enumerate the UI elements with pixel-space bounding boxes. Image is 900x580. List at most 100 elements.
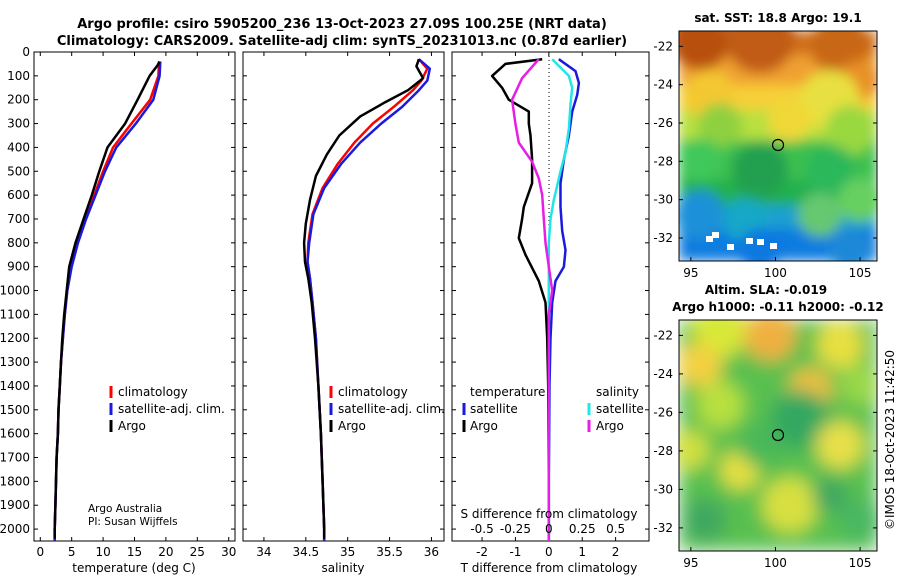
sla-patch xyxy=(683,498,727,542)
x-tick-label: 34.5 xyxy=(292,545,319,559)
series-satellite-adj-clim- xyxy=(306,58,432,541)
sla-map-frame xyxy=(678,319,878,552)
map-y-tick-label: -24 xyxy=(653,367,673,381)
map-y-tick-label: -22 xyxy=(653,39,673,53)
depth-tick-label: 500 xyxy=(7,164,30,178)
sla-patch xyxy=(770,390,830,450)
credit-line2: PI: Susan Wijffels xyxy=(88,516,178,528)
salinity-panel: 34 34.5 35 35.5 36 salinity climatology sate… xyxy=(242,51,445,575)
x-tick-label: 30 xyxy=(221,545,236,559)
sst-missing-pixel xyxy=(706,236,713,242)
depth-tick-label: 1900 xyxy=(0,498,30,512)
series-argo xyxy=(302,58,425,539)
salinity-difference-tick-label: 0.25 xyxy=(569,522,596,536)
sla-map: Altim. SLA: -0.019 Argo h1000: -0.11 h20… xyxy=(653,283,883,570)
depth-tick-label: 300 xyxy=(7,117,30,131)
salinity-difference-label: S difference from climatology xyxy=(461,507,638,521)
sst-patch xyxy=(698,103,742,147)
sla-patch xyxy=(838,498,877,542)
x-tick-label: 10 xyxy=(95,545,110,559)
series-satellite-adj-clim- xyxy=(53,61,162,541)
sst-field xyxy=(679,31,877,261)
sla-map-ticks: 95 100 105 -22 -24 -26 -28 -30 -32 xyxy=(653,328,877,570)
depth-tick-label: 0 xyxy=(22,45,30,59)
sla-patch xyxy=(812,477,848,513)
sst-map: sat. SST: 18.8 Argo: 19.1 95 100 105 -22 -24… xyxy=(653,11,878,280)
x-tick-label: -1 xyxy=(509,545,521,559)
map-x-tick-label: 100 xyxy=(764,266,787,280)
sst-patch xyxy=(805,145,855,195)
x-tick-label: 0 xyxy=(545,545,553,559)
sst-map-frame xyxy=(678,30,878,262)
sst-missing-pixel xyxy=(770,243,777,249)
legend-label-temp-satellite: satellite xyxy=(470,402,518,416)
sst-patch xyxy=(725,31,795,73)
legend-label-argo: Argo xyxy=(118,419,146,433)
depth-tick-label: 100 xyxy=(7,69,30,83)
x-tick-label: 35 xyxy=(340,545,355,559)
depth-tick-label: 1800 xyxy=(0,474,30,488)
sst-patch xyxy=(768,98,812,142)
timestamp-credit: ©IMOS 18-Oct-2023 11:42:50 xyxy=(883,350,897,530)
sla-patch xyxy=(816,321,864,369)
sst-missing-pixel xyxy=(757,239,764,245)
sla-patch xyxy=(679,430,710,470)
sla-patch xyxy=(762,477,818,533)
sla-patch xyxy=(816,421,864,469)
map-y-tick-label: -22 xyxy=(653,328,673,342)
salinity-depth-ticks xyxy=(243,51,444,530)
sla-map-title-line2: Argo h1000: -0.11 h2000: -0.12 xyxy=(672,300,883,314)
series-argo xyxy=(53,60,161,539)
temperature-legend: climatology satellite-adj. clim. Argo xyxy=(109,385,225,433)
depth-tick-label: 800 xyxy=(7,236,30,250)
depth-tick-label: 1600 xyxy=(0,427,30,441)
x-tick-label: 25 xyxy=(190,545,205,559)
legend-title-salinity: salinity xyxy=(596,385,639,399)
depth-tick-label: 200 xyxy=(7,93,30,107)
sst-patch xyxy=(828,228,872,261)
x-tick-label: -2 xyxy=(476,545,488,559)
map-y-tick-label: -28 xyxy=(653,154,673,168)
sst-missing-pixel xyxy=(746,238,753,244)
depth-tick-label: 400 xyxy=(7,140,30,154)
x-tick-label: 34 xyxy=(256,545,271,559)
salinity-difference-tick-label: -0.5 xyxy=(470,522,493,536)
salinity-legend: climatology satellite-adj. clim. Argo xyxy=(329,385,445,433)
sst-missing-pixel xyxy=(727,244,734,250)
sla-patch xyxy=(679,343,722,387)
legend-label-sal-satellite: satellite xyxy=(596,402,644,416)
salinity-axes-frame xyxy=(242,51,445,542)
x-tick-label: 2 xyxy=(612,545,620,559)
map-x-tick-label: 105 xyxy=(849,556,872,570)
x-tick-label: 0 xyxy=(36,545,44,559)
salinity-difference-tick-label: 0 xyxy=(545,522,553,536)
depth-tick-label: 1400 xyxy=(0,379,30,393)
legend-label-temp-argo: Argo xyxy=(470,419,498,433)
difference-profiles xyxy=(490,57,581,541)
sla-patch xyxy=(840,365,877,405)
sst-missing-pixel xyxy=(712,232,719,238)
sla-map-title-line1: Altim. SLA: -0.019 xyxy=(705,283,827,297)
map-x-tick-label: 105 xyxy=(849,266,872,280)
difference-tick-labels: -2 -1 0 1 2 xyxy=(476,52,619,559)
sla-patch xyxy=(738,423,782,467)
map-y-tick-label: -30 xyxy=(653,482,673,496)
sla-patch xyxy=(696,381,744,429)
legend-label-climatology: climatology xyxy=(118,385,188,399)
sst-patch xyxy=(825,105,875,155)
series-climatology xyxy=(306,58,429,541)
depth-tick-label: 2000 xyxy=(0,522,30,536)
salinity-xlabel: salinity xyxy=(321,561,364,575)
sst-patch xyxy=(679,31,730,70)
credit-line1: Argo Australia xyxy=(88,503,162,515)
depth-tick-label: 600 xyxy=(7,188,30,202)
x-tick-label: 20 xyxy=(158,545,173,559)
salinity-tick-labels: 34 34.5 35 35.5 36 xyxy=(256,52,439,559)
map-y-tick-label: -32 xyxy=(653,231,673,245)
figure-title-line2: Climatology: CARS2009. Satellite-adj cli… xyxy=(57,34,627,49)
x-tick-label: 36 xyxy=(424,545,439,559)
depth-tick-label: 1100 xyxy=(0,307,30,321)
x-tick-label: 15 xyxy=(127,545,142,559)
difference-axes-frame xyxy=(451,51,650,542)
